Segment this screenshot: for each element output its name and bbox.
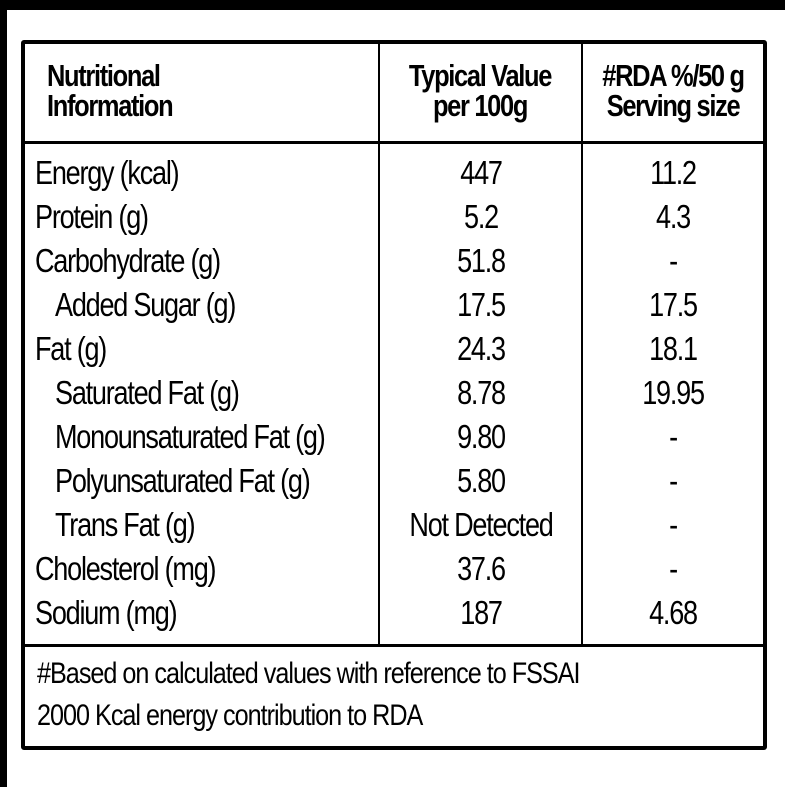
table-row: Sodium (mg) 187 4.68	[25, 591, 763, 634]
label-background: Nutritional Information Typical Value pe…	[7, 10, 785, 787]
nutrient-name: Monounsaturated Fat (g)	[55, 418, 326, 455]
nutrient-rda: 19.95	[642, 374, 705, 411]
nutrient-name: Energy (kcal)	[35, 154, 180, 191]
nutrient-rda: -	[669, 506, 678, 543]
footnote-divider	[25, 644, 763, 647]
nutrient-name: Sodium (mg)	[35, 594, 178, 631]
table-grid	[25, 44, 763, 644]
table-row: Saturated Fat (g) 8.78 19.95	[25, 371, 763, 414]
nutrient-rda: 11.2	[650, 154, 697, 191]
table-row: Monounsaturated Fat (g) 9.80 -	[25, 415, 763, 458]
nutrient-value: 9.80	[457, 418, 506, 455]
nutrient-name: Carbohydrate (g)	[35, 242, 221, 279]
table-row: Polyunsaturated Fat (g) 5.80 -	[25, 459, 763, 502]
nutrient-rda: 4.68	[649, 594, 698, 631]
column-divider	[378, 44, 380, 644]
nutrient-value: 17.5	[457, 286, 506, 323]
header-text: #RDA %/50 g	[602, 58, 745, 93]
column-divider	[581, 44, 583, 644]
header-divider	[25, 141, 763, 144]
table-row: Protein (g) 5.2 4.3	[25, 195, 763, 238]
nutrient-value: 447	[460, 154, 503, 191]
nutrient-value: Not Detected	[409, 506, 553, 543]
nutrient-rda: -	[669, 550, 678, 587]
nutrition-table: Nutritional Information Typical Value pe…	[21, 40, 767, 750]
nutrient-name: Polyunsaturated Fat (g)	[55, 462, 311, 499]
nutrient-name: Protein (g)	[35, 198, 149, 235]
table-row: Added Sugar (g) 17.5 17.5	[25, 283, 763, 326]
nutrient-value: 8.78	[457, 374, 506, 411]
nutrient-value: 5.80	[457, 462, 506, 499]
header-typical-value: Typical Value per 100g	[398, 58, 562, 123]
nutrient-name: Saturated Fat (g)	[55, 374, 240, 411]
header-text: Typical Value	[408, 58, 552, 93]
footnote-line: 2000 Kcal energy contribution to RDA	[37, 699, 423, 732]
nutrient-name: Trans Fat (g)	[55, 506, 196, 543]
table-row: Fat (g) 24.3 18.1	[25, 327, 763, 370]
header-text: Information	[47, 88, 174, 123]
nutrient-value: 37.6	[457, 550, 506, 587]
nutrient-value: 51.8	[457, 242, 506, 279]
nutrient-rda: 18.1	[649, 330, 698, 367]
nutrient-value: 24.3	[457, 330, 506, 367]
header-nutritional-information: Nutritional Information	[47, 58, 174, 123]
nutrient-name: Added Sugar (g)	[55, 286, 236, 323]
nutrient-rda: 4.3	[656, 198, 691, 235]
table-row: Carbohydrate (g) 51.8 -	[25, 239, 763, 282]
header-text: Serving size	[606, 88, 741, 123]
nutrient-value: 187	[460, 594, 503, 631]
nutrient-name: Cholesterol (mg)	[35, 550, 217, 587]
table-row: Trans Fat (g) Not Detected -	[25, 503, 763, 546]
nutrient-rda: -	[669, 462, 678, 499]
nutrient-rda: -	[669, 242, 678, 279]
table-row: Energy (kcal) 447 11.2	[25, 151, 763, 194]
nutrient-name: Fat (g)	[35, 330, 107, 367]
nutrient-value: 5.2	[464, 198, 499, 235]
table-row: Cholesterol (mg) 37.6 -	[25, 547, 763, 590]
nutrient-rda: 17.5	[649, 286, 698, 323]
footnote-line: #Based on calculated values with referen…	[37, 657, 581, 690]
nutrient-rda: -	[669, 418, 678, 455]
header-rda: #RDA %/50 g Serving size	[599, 58, 747, 123]
header-text: per 100g	[432, 88, 528, 123]
header-text: Nutritional	[47, 58, 161, 93]
